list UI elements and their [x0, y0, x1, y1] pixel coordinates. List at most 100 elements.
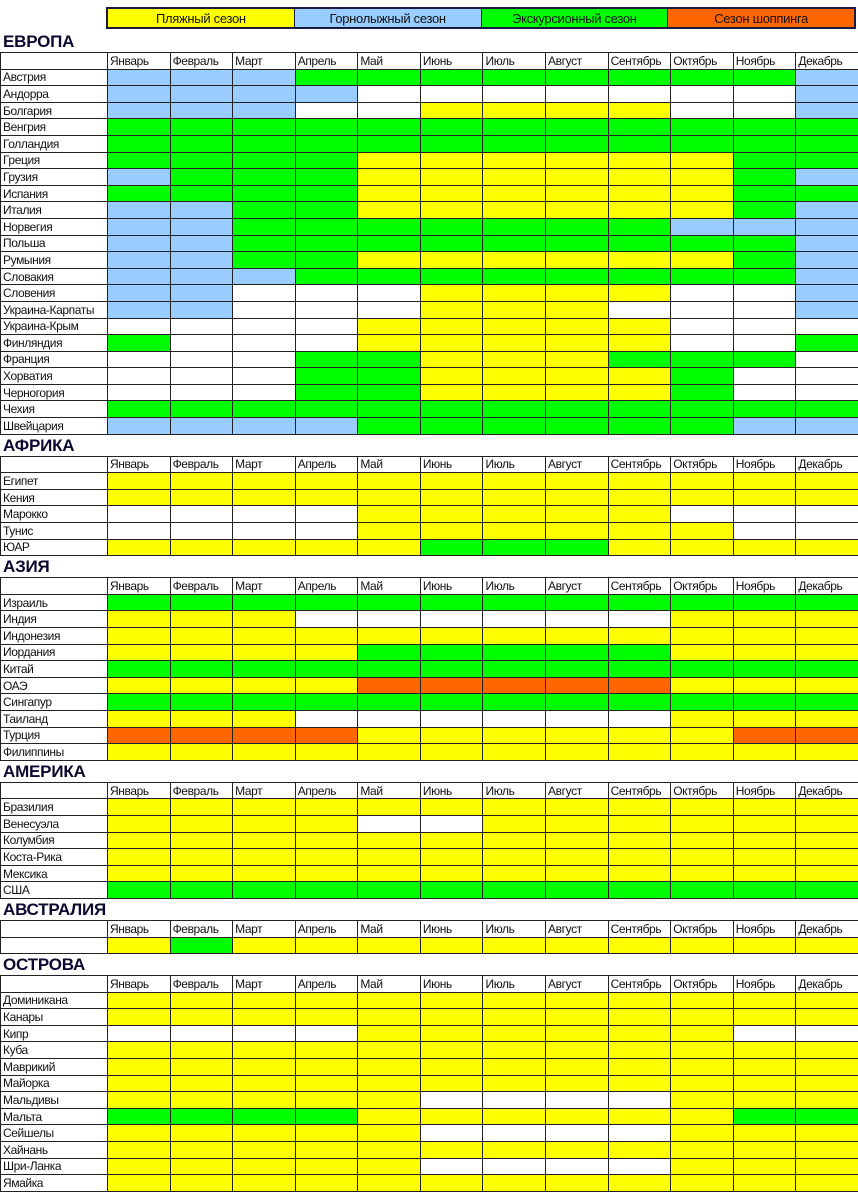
season-cell [357, 234, 421, 253]
season-cell [232, 217, 296, 236]
month-header: Март [232, 975, 296, 993]
month-header: Июль [482, 781, 547, 800]
country-name: Франция [0, 350, 108, 369]
season-cell [607, 693, 672, 711]
season-cell [107, 217, 171, 236]
season-cell [294, 1024, 359, 1043]
season-cell [732, 251, 797, 269]
table-row: Таиланд [0, 709, 858, 728]
season-cell [795, 68, 858, 87]
season-cell [670, 1141, 734, 1159]
season-cell [419, 693, 484, 711]
season-cell [357, 1024, 421, 1043]
table-row: Ямайка [0, 1174, 858, 1192]
table-row: Швейцария [0, 417, 858, 435]
table-row: Болгария [0, 101, 858, 120]
country-name: Словения [0, 284, 108, 302]
season-cell [232, 350, 296, 369]
season-cell [607, 267, 672, 286]
season-cell [107, 522, 171, 540]
season-cell [795, 1141, 858, 1159]
season-cell [670, 814, 734, 833]
section-title: ОСТРОВА [3, 955, 86, 975]
season-cell [419, 643, 484, 662]
season-cell [545, 1174, 609, 1192]
season-cell [482, 814, 547, 833]
season-cell [357, 676, 421, 695]
season-cell [294, 1091, 359, 1109]
season-cell [232, 184, 296, 203]
table-row: Марокко [0, 505, 858, 524]
season-cell [357, 743, 421, 761]
season-cell [732, 743, 797, 761]
month-header: Декабрь [795, 52, 858, 70]
season-cell [357, 251, 421, 269]
season-cell [419, 1041, 484, 1060]
header-corner [0, 52, 108, 70]
table-row: Тунис [0, 522, 858, 540]
season-cell [357, 660, 421, 678]
season-cell [607, 68, 672, 87]
season-cell [419, 1141, 484, 1159]
month-header: Январь [107, 781, 171, 800]
season-cell [607, 798, 672, 816]
table-row: Мексика [0, 864, 858, 883]
season-cell [545, 472, 609, 490]
month-header: Ноябрь [732, 975, 797, 993]
country-name: Коста-Рика [0, 848, 108, 866]
season-cell [607, 610, 672, 628]
season-cell [294, 936, 359, 955]
country-name: США [0, 881, 108, 899]
header-corner [0, 781, 108, 800]
table-row: Турция [0, 726, 858, 745]
season-cell [419, 991, 484, 1010]
season-cell [232, 881, 296, 899]
season-cell [482, 848, 547, 866]
season-cell [732, 726, 797, 745]
month-header: Февраль [169, 52, 234, 70]
season-cell [357, 991, 421, 1010]
month-header: Июль [482, 52, 547, 70]
table-row: Венгрия [0, 118, 858, 136]
season-cell [294, 522, 359, 540]
season-cell [357, 300, 421, 319]
month-header: Сентябрь [607, 52, 672, 70]
season-cell [294, 881, 359, 899]
season-cell [670, 864, 734, 883]
season-cell [357, 68, 421, 87]
season-table: Январь Февраль Март Апрель Май Июнь Июль Август… [0, 975, 858, 1192]
section-title: АФРИКА [3, 435, 75, 455]
season-cell [482, 168, 547, 186]
season-cell [294, 417, 359, 435]
season-cell [545, 350, 609, 369]
season-cell [232, 643, 296, 662]
season-cell [169, 798, 234, 816]
season-cell [419, 676, 484, 695]
season-cell [795, 300, 858, 319]
season-cell [545, 610, 609, 628]
season-cell [169, 85, 234, 103]
season-cell [357, 367, 421, 385]
table-row: Мальдивы [0, 1091, 858, 1109]
season-cell [670, 1058, 734, 1076]
month-header: Январь [107, 52, 171, 70]
season-cell [545, 251, 609, 269]
season-cell [607, 1107, 672, 1126]
season-cell [732, 848, 797, 866]
country-name: Румыния [0, 251, 108, 269]
season-cell [545, 505, 609, 524]
season-cell [795, 350, 858, 369]
country-name: Словакия [0, 267, 108, 286]
season-cell [732, 1024, 797, 1043]
month-header: Июль [482, 455, 547, 474]
season-cell [294, 234, 359, 253]
table-row: Италия [0, 201, 858, 219]
season-cell [419, 134, 484, 153]
season-cell [294, 118, 359, 136]
month-header: Апрель [294, 455, 359, 474]
season-cell [232, 1024, 296, 1043]
season-cell [107, 472, 171, 490]
season-cell [482, 593, 547, 612]
season-cell [670, 472, 734, 490]
season-cell [482, 522, 547, 540]
